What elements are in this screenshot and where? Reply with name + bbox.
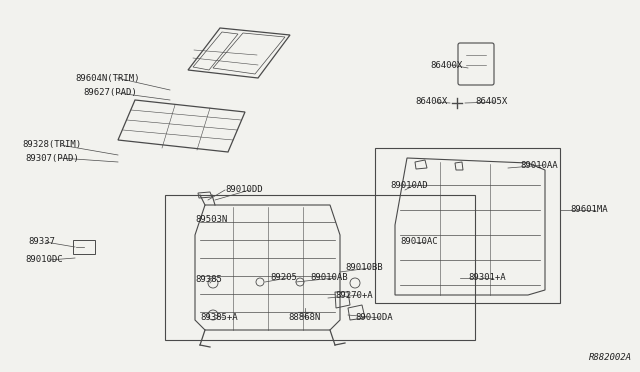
Text: 89503N: 89503N: [195, 215, 227, 224]
Text: 89385+A: 89385+A: [200, 314, 237, 323]
Text: 89010DD: 89010DD: [225, 186, 262, 195]
Text: 89337: 89337: [28, 237, 55, 247]
Text: 89627(PAD): 89627(PAD): [83, 89, 137, 97]
Bar: [375, 148, 560, 303]
Text: 89010AD: 89010AD: [390, 180, 428, 189]
Text: 89301+A: 89301+A: [468, 273, 506, 282]
Text: 89604N(TRIM): 89604N(TRIM): [75, 74, 140, 83]
Text: 89385: 89385: [195, 276, 222, 285]
Text: 89010AC: 89010AC: [400, 237, 438, 247]
Text: 86406X: 86406X: [415, 97, 447, 106]
Text: 86405X: 86405X: [475, 97, 508, 106]
Text: 89307(PAD): 89307(PAD): [25, 154, 79, 163]
Text: 89010DC: 89010DC: [25, 256, 63, 264]
Text: 89010AB: 89010AB: [310, 273, 348, 282]
Text: 86400X: 86400X: [430, 61, 462, 70]
Text: 89010BB: 89010BB: [345, 263, 383, 273]
Text: 89328(TRIM): 89328(TRIM): [22, 141, 81, 150]
Text: 89010AA: 89010AA: [520, 160, 557, 170]
Text: 89270+A: 89270+A: [335, 291, 372, 299]
Text: 88868N: 88868N: [288, 314, 320, 323]
Bar: [73, 240, 95, 254]
Text: 89205: 89205: [270, 273, 297, 282]
Text: 89601MA: 89601MA: [570, 205, 607, 215]
Bar: [165, 195, 475, 340]
Text: R882002A: R882002A: [589, 353, 632, 362]
Text: 89010DA: 89010DA: [355, 314, 392, 323]
